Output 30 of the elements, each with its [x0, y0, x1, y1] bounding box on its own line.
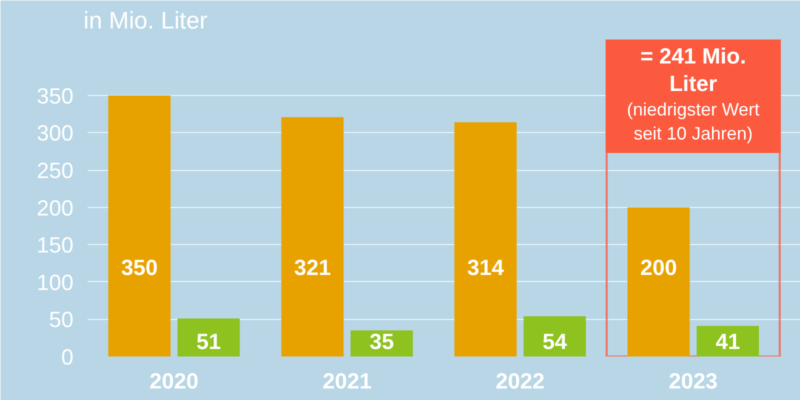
y-tick-label: 300	[36, 120, 74, 146]
x-tick-label: 2022	[496, 368, 545, 394]
annotation: (niedrigster Wert seit 10 Jahren)	[626, 100, 760, 144]
data-label: 350	[121, 254, 158, 280]
chart-subtitle: in Mio. Liter	[84, 8, 208, 34]
y-tick-label: 250	[36, 158, 74, 184]
y-tick-label: 350	[36, 83, 74, 108]
data-label: 41	[716, 328, 740, 354]
bar	[281, 117, 344, 356]
data-label: 51	[196, 328, 221, 354]
y-tick-label: 100	[36, 270, 74, 295]
bar	[108, 95, 171, 356]
band-label: = 241 Mio. Liter	[640, 43, 746, 96]
bar	[177, 318, 240, 356]
y-tick-label: 150	[36, 232, 74, 258]
x-tick-label: 2023	[668, 368, 718, 394]
x-tick-label: 2021	[322, 368, 372, 394]
data-label: 321	[294, 254, 331, 280]
data-label: 35	[369, 328, 394, 354]
bar	[524, 316, 586, 356]
y-tick-label: 50	[49, 307, 74, 332]
bar	[454, 122, 517, 356]
bar	[696, 326, 759, 356]
y-tick-label: 0	[61, 344, 74, 370]
y-tick-label: 200	[36, 195, 74, 220]
x-tick-label: 2020	[150, 368, 199, 394]
bar	[627, 207, 690, 356]
data-label: 314	[467, 254, 505, 280]
data-label: 200	[640, 254, 677, 280]
data-label: 54	[542, 328, 568, 354]
